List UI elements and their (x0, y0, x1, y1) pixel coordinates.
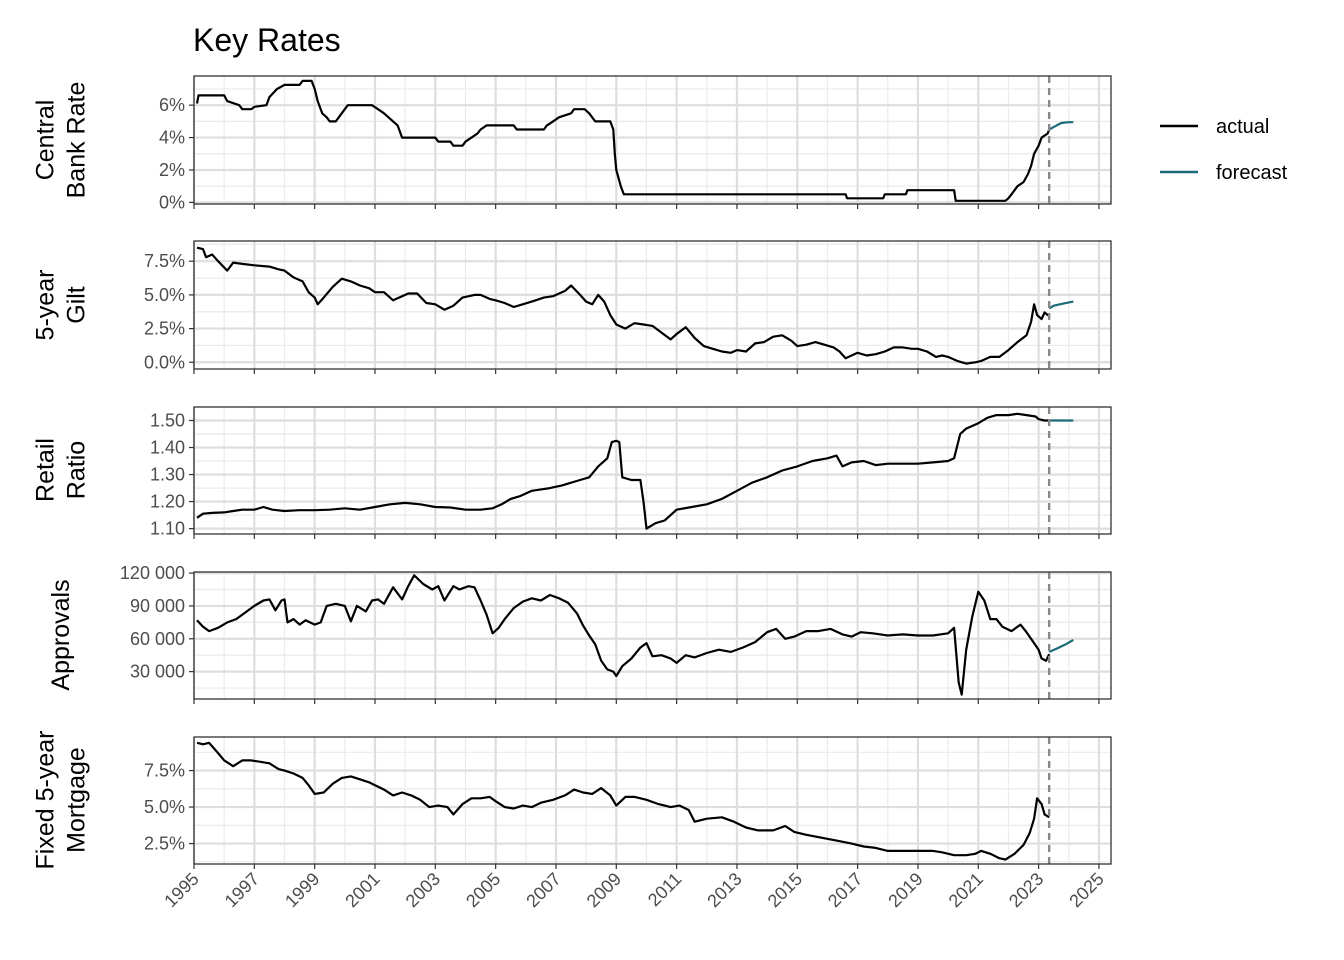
x-tick-label: 2015 (764, 869, 806, 911)
panel-border (193, 406, 1112, 535)
legend-label-actual: actual (1216, 116, 1269, 138)
x-tick-label: 2021 (945, 869, 987, 911)
panel-border (193, 75, 1112, 205)
series-forecast-line (1048, 300, 1074, 310)
panel-ylabel: Central (32, 100, 60, 181)
y-tick-label: 1.50 (150, 411, 185, 431)
series-actual-line (195, 79, 1051, 202)
x-tick-label: 2009 (583, 869, 625, 911)
series-actual-line (196, 246, 1050, 365)
panel-ylabel: Approvals (47, 579, 75, 690)
x-tick-label: 2017 (824, 869, 866, 911)
panel-ylabel: Fixed 5-year (32, 731, 60, 870)
panel-ylabel: Ratio (63, 441, 91, 499)
y-tick-label: 2% (159, 160, 185, 180)
panel-ylabel: Mortgage (63, 747, 91, 853)
y-tick-label: 1.30 (150, 465, 185, 485)
x-tick-label: 2025 (1065, 869, 1107, 911)
x-tick-label: 1997 (221, 869, 263, 911)
x-tick-label: 2003 (402, 869, 444, 911)
y-tick-label: 1.20 (150, 492, 185, 512)
y-tick-label: 7.5% (144, 761, 185, 781)
y-tick-label: 120 000 (120, 563, 185, 583)
panel-ylabel: Gilt (63, 286, 91, 324)
series-actual-line (196, 412, 1050, 530)
series-forecast-line (1048, 121, 1074, 131)
panel-ylabel: 5-year (32, 270, 60, 341)
y-tick-label: 30 000 (130, 662, 185, 682)
y-tick-label: 2.5% (144, 834, 185, 854)
y-tick-label: 90 000 (130, 596, 185, 616)
x-tick-label: 2011 (644, 869, 686, 911)
y-tick-label: 5.0% (144, 285, 185, 305)
y-tick-label: 60 000 (130, 629, 185, 649)
x-tick-label: 1995 (160, 869, 202, 911)
x-tick-label: 2007 (522, 869, 564, 911)
y-tick-label: 6% (159, 95, 185, 115)
x-tick-label: 1999 (281, 869, 323, 911)
series-actual-line (196, 574, 1051, 696)
series-forecast-line (1048, 638, 1074, 653)
y-tick-label: 0.0% (144, 352, 185, 372)
y-tick-label: 5.0% (144, 797, 185, 817)
chart-title: Key Rates (193, 22, 341, 58)
panel-border (193, 571, 1112, 700)
y-tick-label: 0% (159, 192, 185, 212)
y-tick-label: 1.40 (150, 438, 185, 458)
legend-label-forecast: forecast (1216, 162, 1288, 184)
panel-border (193, 240, 1112, 370)
x-tick-label: 2013 (703, 869, 745, 911)
y-tick-label: 1.10 (150, 519, 185, 539)
y-tick-label: 7.5% (144, 251, 185, 271)
panel-ylabel: Bank Rate (63, 82, 91, 199)
y-tick-label: 4% (159, 128, 185, 148)
series-actual-line (196, 741, 1050, 861)
x-tick-label: 2023 (1005, 869, 1047, 911)
y-tick-label: 2.5% (144, 319, 185, 339)
x-tick-label: 2005 (462, 869, 504, 911)
panel-ylabel: Retail (32, 438, 60, 502)
x-tick-label: 2001 (341, 869, 383, 911)
panel-border (193, 736, 1112, 865)
x-tick-label: 2019 (884, 869, 926, 911)
